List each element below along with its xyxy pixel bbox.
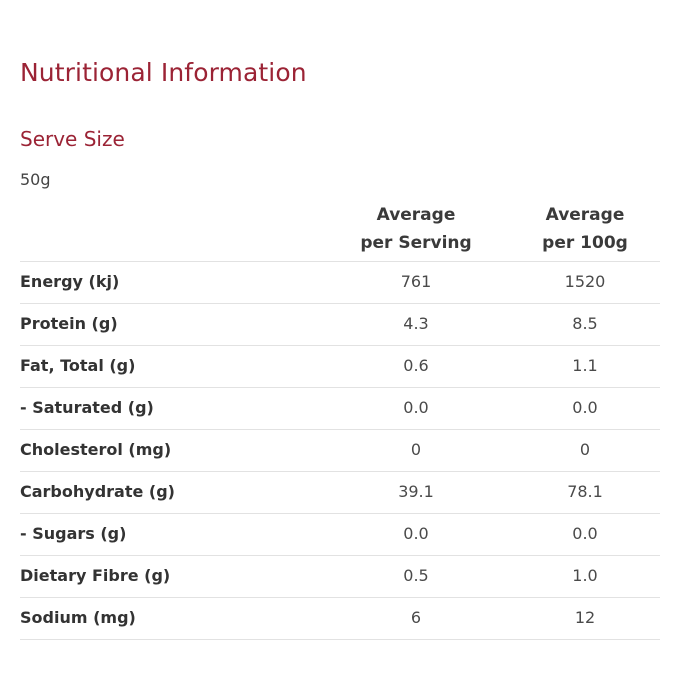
per-100g-value: 0.0 xyxy=(572,524,598,543)
per-serving-value: 0.6 xyxy=(403,356,429,375)
per-100g-value: 0 xyxy=(579,440,591,459)
nutrient-label: Energy (kj) xyxy=(20,272,120,291)
table-row: Fat, Total (g) 0.6 1.1 xyxy=(20,346,660,388)
per-100g-value: 12 xyxy=(574,608,596,627)
serve-size-heading: Serve Size xyxy=(20,127,125,151)
column-header-per-100g: Average per 100g xyxy=(500,201,670,257)
table-row: - Sugars (g) 0.0 0.0 xyxy=(20,514,660,556)
nutrient-label: - Saturated (g) xyxy=(20,398,154,417)
per-serving-value: 4.3 xyxy=(403,314,429,333)
per-serving-value: 6 xyxy=(410,608,422,627)
table-row: Carbohydrate (g) 39.1 78.1 xyxy=(20,472,660,514)
table-row: Dietary Fibre (g) 0.5 1.0 xyxy=(20,556,660,598)
table-row: Energy (kj) 761 1520 xyxy=(20,262,660,304)
table-row: Cholesterol (mg) 0 0 xyxy=(20,430,660,472)
column-header-line: Average xyxy=(545,205,625,225)
page-title: Nutritional Information xyxy=(20,58,307,87)
per-serving-value: 0.0 xyxy=(403,398,429,417)
per-100g-value: 78.1 xyxy=(567,482,603,501)
per-serving-value: 0 xyxy=(410,440,422,459)
column-header-line: per 100g xyxy=(542,233,628,253)
nutrition-table: Average per Serving Average per 100g Ene… xyxy=(20,198,660,640)
per-100g-value: 0.0 xyxy=(572,398,598,417)
per-100g-value: 1.1 xyxy=(572,356,598,375)
nutrient-label: Cholesterol (mg) xyxy=(20,440,172,459)
per-100g-value: 1.0 xyxy=(572,566,598,585)
column-header-line: Average xyxy=(376,205,456,225)
per-serving-value: 0.5 xyxy=(403,566,429,585)
nutrient-label: Fat, Total (g) xyxy=(20,356,136,375)
table-row: - Saturated (g) 0.0 0.0 xyxy=(20,388,660,430)
serve-size-value: 50g xyxy=(20,170,51,189)
table-row: Protein (g) 4.3 8.5 xyxy=(20,304,660,346)
nutrient-label: Dietary Fibre (g) xyxy=(20,566,171,585)
nutrient-label: Carbohydrate (g) xyxy=(20,482,175,501)
per-serving-value: 0.0 xyxy=(403,524,429,543)
nutrient-label: Protein (g) xyxy=(20,314,118,333)
table-header-row: Average per Serving Average per 100g xyxy=(20,198,660,262)
per-serving-value: 39.1 xyxy=(398,482,434,501)
nutrient-label: Sodium (mg) xyxy=(20,608,136,627)
per-serving-value: 761 xyxy=(400,272,432,291)
per-100g-value: 1520 xyxy=(564,272,606,291)
table-row: Sodium (mg) 6 12 xyxy=(20,598,660,640)
column-header-per-serving: Average per Serving xyxy=(331,201,501,257)
nutrient-label: - Sugars (g) xyxy=(20,524,127,543)
per-100g-value: 8.5 xyxy=(572,314,598,333)
column-header-line: per Serving xyxy=(360,233,472,253)
